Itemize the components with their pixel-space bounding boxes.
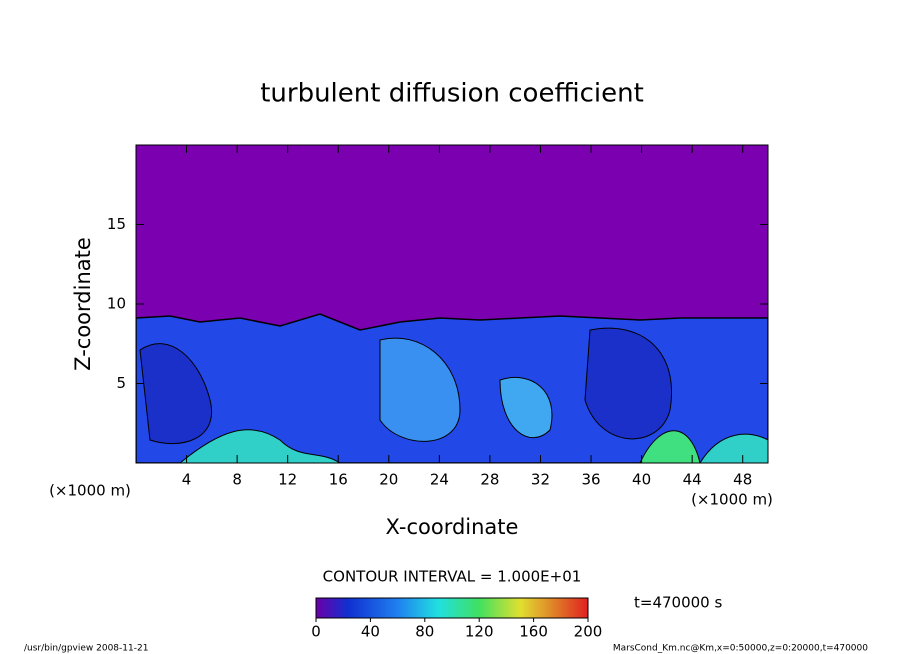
x-unit: (×1000 m) [691,491,773,509]
y-tick-label: 5 [116,374,126,392]
field-eddy [179,429,341,463]
footer-left: /usr/bin/gpview 2008-11-21 [24,644,148,654]
colorbar-tick-label: 80 [415,623,434,641]
x-tick-label: 32 [531,471,550,489]
colorbar-tick-label: 0 [311,623,321,641]
chart-title: turbulent diffusion coefficient [260,79,644,109]
field-eddy [139,343,213,445]
x-tick-label: 36 [581,471,600,489]
colorbar-tick-label: 200 [574,623,603,641]
x-tick-label: 8 [232,471,242,489]
time-label: t=470000 s [634,594,722,612]
x-tick-label: 28 [480,471,499,489]
y-unit: (×1000 m) [49,482,131,500]
x-tick-label: 20 [379,471,398,489]
x-tick-label: 4 [182,471,192,489]
colorbar [315,597,589,619]
x-tick-label: 48 [733,471,752,489]
x-tick-label: 44 [683,471,702,489]
colorbar-tick-label: 160 [519,623,548,641]
x-tick-label: 40 [632,471,651,489]
y-axis-label: Z-coordinate [71,237,95,371]
field-eddy [584,327,672,440]
x-tick-label: 24 [430,471,449,489]
field-eddy [639,430,701,463]
y-tick-label: 15 [107,215,126,233]
field-eddy [379,337,461,442]
contour-interval: CONTOUR INTERVAL = 1.000E+01 [323,568,582,586]
colorbar-tick-label: 40 [361,623,380,641]
field [136,145,768,463]
colorbar-tick-label: 120 [465,623,494,641]
footer-right: MarsCond_Km.nc@Km,x=0:50000,z=0:20000,t=… [613,644,868,654]
y-tick-label: 10 [107,295,126,313]
x-tick-label: 16 [329,471,348,489]
field-eddy [499,376,553,439]
x-tick-label: 12 [278,471,297,489]
x-axis-label: X-coordinate [386,515,519,539]
